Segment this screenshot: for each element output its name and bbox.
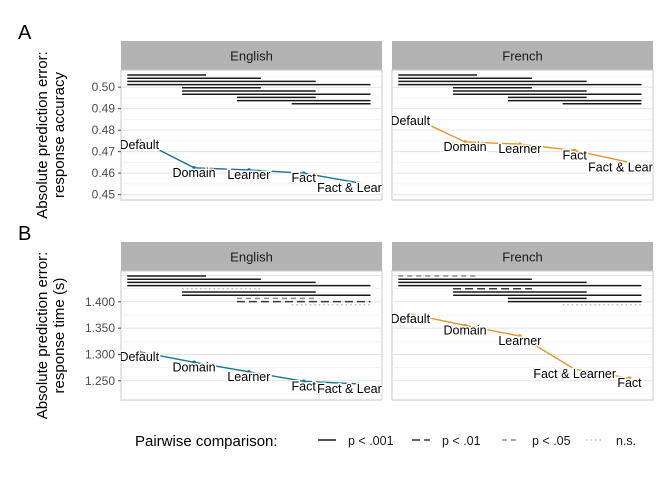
panel-letter-b: B — [18, 223, 31, 245]
data-point — [572, 148, 577, 153]
data-point — [627, 160, 632, 165]
y-tick-label: 1.350 — [85, 321, 115, 335]
data-point-label: Fact & Learner — [317, 382, 400, 396]
y-axis-label-line: Absolute prediction error: — [34, 51, 51, 219]
data-point-label: Learner — [498, 334, 541, 348]
y-tick-label: 0.50 — [92, 80, 116, 94]
data-point-label: Fact — [292, 171, 317, 185]
data-point-label: Default — [119, 350, 159, 364]
facet-strip — [392, 41, 653, 70]
data-point-label: Default — [119, 138, 159, 152]
data-point-label: Domain — [444, 323, 487, 337]
data-point-label: Fact — [617, 376, 642, 390]
facet-strip-title: English — [230, 250, 273, 265]
y-tick-label: 0.45 — [92, 188, 116, 202]
y-axis-label-line: response time (s) — [51, 278, 68, 394]
data-point-label: Domain — [173, 166, 216, 180]
data-point — [247, 370, 251, 374]
data-point — [192, 360, 196, 365]
data-point-label: Domain — [173, 360, 216, 374]
legend: Pairwise comparison: p < .001 p < .01 p < .… — [135, 433, 636, 450]
data-point — [137, 138, 142, 142]
data-point — [301, 171, 306, 175]
data-point — [247, 168, 251, 172]
y-tick-label: 0.48 — [92, 123, 116, 137]
facet-b-english: English Default Domain Learner Fact Fact & Le… — [119, 242, 400, 401]
data-point-label: Default — [390, 312, 430, 326]
data-point — [356, 382, 361, 386]
y-tick-label: 0.46 — [92, 166, 116, 180]
data-point — [518, 142, 522, 146]
data-point-label: Domain — [444, 140, 487, 154]
y-axis-label: Absolute prediction error:response time … — [34, 252, 68, 420]
legend-title: Pairwise comparison: — [135, 433, 278, 450]
facet-strip-title: French — [502, 250, 542, 265]
data-point-label: Learner — [498, 142, 541, 156]
y-axis-label: Absolute prediction error:response accur… — [34, 51, 68, 219]
data-point-label: Default — [390, 114, 430, 128]
facet-strip-title: English — [230, 49, 273, 64]
y-axis-label-line: Absolute prediction error: — [34, 252, 51, 420]
data-point — [572, 367, 577, 371]
legend-item-label: p < .05 — [532, 434, 571, 448]
plot-area — [391, 69, 654, 201]
data-point — [301, 379, 306, 384]
y-tick-label: 1.250 — [85, 374, 115, 388]
data-point-label: Fact — [563, 149, 588, 163]
legend-item-label: p < .01 — [442, 434, 481, 448]
y-tick-label: 0.49 — [92, 102, 116, 116]
facet-strip-title: French — [502, 49, 542, 64]
panel-letter-a: A — [18, 22, 32, 44]
legend-item-label: p < .001 — [348, 434, 394, 448]
data-point — [192, 165, 196, 170]
data-point-label: Fact & Learner — [533, 367, 616, 381]
data-point — [408, 114, 413, 118]
data-point — [627, 376, 632, 380]
legend-item-label: n.s. — [616, 434, 636, 448]
data-point — [518, 334, 522, 338]
y-tick-label: 1.400 — [85, 295, 115, 309]
data-point-label: Fact & Learner — [588, 160, 671, 174]
data-point-label: Fact & Learner — [317, 181, 400, 195]
y-axis-label-line: response accuracy — [51, 72, 68, 198]
facet-strip — [121, 242, 382, 271]
data-point — [356, 181, 361, 185]
data-point-label: Learner — [227, 370, 270, 384]
facet-b-french: French Default Domain Learner Fact & Learner… — [390, 242, 654, 401]
y-tick-label: 1.300 — [85, 347, 115, 361]
data-point-label: Learner — [227, 168, 270, 182]
facet-strip — [392, 242, 653, 271]
data-point — [463, 140, 467, 144]
y-tick-label: 0.47 — [92, 145, 116, 159]
data-point-label: Fact — [292, 379, 317, 393]
data-point — [137, 350, 142, 354]
data-point — [463, 323, 467, 328]
data-point — [408, 312, 413, 316]
facet-strip — [121, 41, 382, 70]
